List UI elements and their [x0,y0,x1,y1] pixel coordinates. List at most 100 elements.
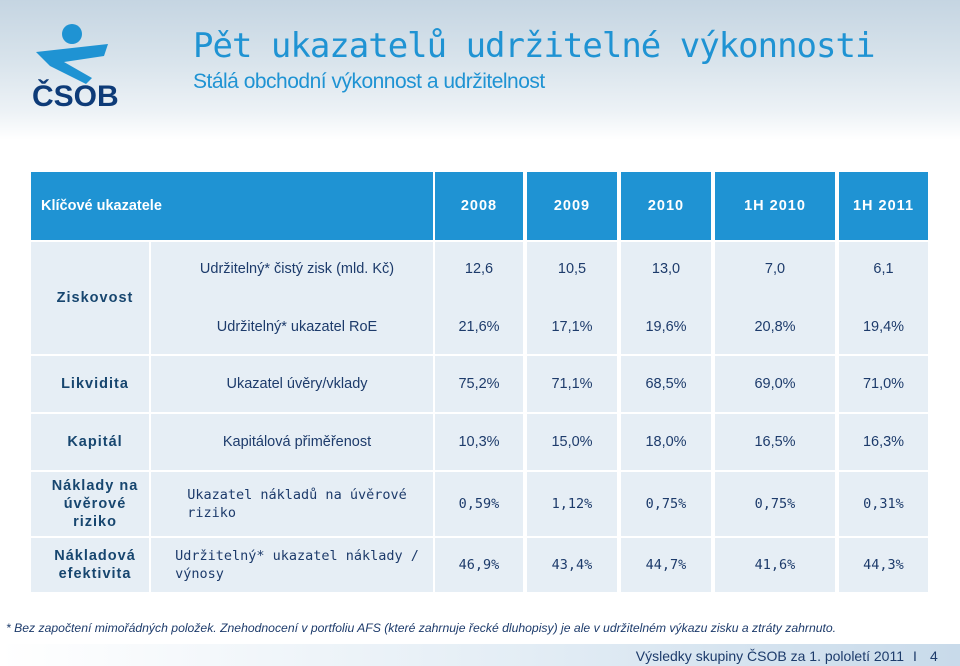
row-group-label-line: úvěrové [63,496,127,512]
indicator-description: Ukazatel nákladů na úvěrové riziko [151,472,433,536]
indicator-description: Ukazatel úvěry/vklady [151,356,433,412]
value: 41,6% [754,557,796,573]
year-header: 1H 2010 [715,172,835,240]
year-header: 1H 2011 [839,172,928,240]
value: 43,4% [551,557,593,573]
year-header: 2008 [435,172,523,240]
value: 12,6 [464,261,494,277]
value: 6,1 [873,261,894,277]
value: 44,3% [863,557,904,573]
value-cell: 0,75% [715,472,835,536]
value-cell: 68,5% [621,356,711,412]
value: 0,75% [754,496,796,512]
indicator-description-line: Ukazatel nákladů na úvěrové [187,487,407,503]
indicator-description-line: riziko [187,505,237,521]
page-title: Pět ukazatelů udržitelné výkonnosti [193,26,875,66]
value-cell: 6,1 19,4% [839,242,928,354]
indicator-description-line: Udržitelný* čistý zisk (mld. Kč) [199,261,395,277]
footnote: * Bez započtení mimořádných položek. Zne… [6,621,837,635]
indicator-description: Udržitelný* ukazatel náklady / výnosy [151,538,433,592]
value-cell: 71,0% [839,356,928,412]
value: 17,1% [551,319,593,335]
value-cell: 10,5 17,1% [527,242,617,354]
page-subtitle: Stálá obchodní výkonnost a udržitelnost [193,70,545,93]
value-cell: 44,7% [621,538,711,592]
value: 46,9% [458,557,500,573]
value: 20,8% [754,319,796,335]
value: 16,3% [862,434,905,450]
indicator-description-item: Kapitálová přiměřenost [223,433,371,451]
value: 0,59% [458,496,500,512]
value: 68,5% [645,376,687,392]
value-cell: 16,3% [839,414,928,470]
value: 13,0 [651,261,681,277]
value: 19,4% [862,319,905,335]
value: 21,6% [458,319,500,335]
value-cell: 69,0% [715,356,835,412]
row-group-label: Náklady na úvěrové riziko [31,472,149,536]
indicator-description-line: Udržitelný* ukazatel RoE [216,319,378,335]
row-group-label: Nákladová efektivita [31,538,149,592]
value: 16,5% [754,434,796,450]
value-cell: 71,1% [527,356,617,412]
value-cell: 43,4% [527,538,617,592]
value: 69,0% [754,376,796,392]
footer-text: Výsledky skupiny ČSOB za 1. pololetí 201… [635,648,904,664]
year-header: 2009 [527,172,617,240]
indicator-description-item: Ukazatel úvěry/vklady [226,375,367,393]
row-group-label-line: Likvidita [61,376,129,392]
value-cell: 10,3% [435,414,523,470]
row-group-label: Likvidita [31,356,149,412]
header-band [0,0,960,140]
indicator-description-line: výnosy [175,566,224,582]
indicator-description-item: Udržitelný* čistý zisk (mld. Kč) [200,260,394,278]
indicator-description-line: Kapitálová přiměřenost [222,434,372,450]
value-cell: 46,9% [435,538,523,592]
value: 15,0% [551,434,593,450]
value-cell: 12,6 21,6% [435,242,523,354]
indicator-description: Udržitelný* čistý zisk (mld. Kč) Udržitel… [151,242,433,354]
value: 0,75% [645,496,687,512]
value-cell: 44,3% [839,538,928,592]
value: 19,6% [645,319,687,335]
value-cell: 13,0 19,6% [621,242,711,354]
indicator-description: Kapitálová přiměřenost [151,414,433,470]
value-cell: 1,12% [527,472,617,536]
value-cell: 0,31% [839,472,928,536]
indicator-description-line: Ukazatel úvěry/vklady [226,376,368,392]
value: 7,0 [764,261,786,277]
row-group-label-line: riziko [73,514,117,530]
value-cell: 18,0% [621,414,711,470]
page-number: 4 [930,648,938,664]
indicator-description-item: Ukazatel nákladů na úvěrové riziko [187,486,406,522]
value-cell: 0,75% [621,472,711,536]
row-group-label-line: efektivita [58,566,132,582]
value-cell: 15,0% [527,414,617,470]
page-separator: I [913,648,917,664]
indicator-description-line: Udržitelný* ukazatel náklady / [175,548,419,564]
value: 0,31% [863,496,904,512]
row-group-label: Kapitál [31,414,149,470]
value: 75,2% [458,376,500,392]
row-group-label-line: Nákladová [54,548,136,564]
value-cell: 0,59% [435,472,523,536]
row-group-label-line: Náklady na [51,478,139,494]
footer-bar: Výsledky skupiny ČSOB za 1. pololetí 201… [0,644,960,666]
value-cell: 75,2% [435,356,523,412]
row-group-label-line: Ziskovost [56,290,134,306]
value: 71,1% [551,376,593,392]
year-header: 2010 [621,172,711,240]
value: 10,3% [458,434,500,450]
value: 71,0% [862,376,905,392]
value-cell: 7,0 20,8% [715,242,835,354]
row-group-label-line: Kapitál [67,434,123,450]
value: 44,7% [645,557,687,573]
indicator-description-item: Udržitelný* ukazatel RoE [217,318,377,336]
value: 10,5 [557,261,587,277]
value-cell: 16,5% [715,414,835,470]
value-cell: 41,6% [715,538,835,592]
table-header-label: Klíčové ukazatele [31,172,433,240]
logo-text: ČSOB [32,79,119,110]
row-group-label: Ziskovost [31,242,149,354]
csob-logo: ČSOB [32,24,119,110]
